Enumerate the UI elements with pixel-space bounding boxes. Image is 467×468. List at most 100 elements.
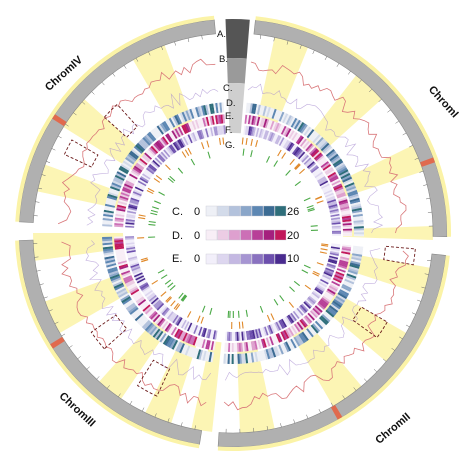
heatmap-cell — [125, 302, 136, 310]
heatmap-cell — [162, 150, 170, 159]
heatmap-cell — [251, 115, 255, 125]
legend-swatch — [217, 205, 229, 217]
heatmap-cell — [306, 314, 314, 322]
heatmap-cell — [192, 336, 198, 346]
axis-tick — [123, 65, 127, 69]
heatmap-cell — [177, 126, 184, 136]
axis-tick — [65, 123, 69, 127]
heatmap-cell — [336, 193, 346, 199]
axis-tick — [318, 409, 321, 413]
heatmap-cell — [316, 155, 325, 163]
heatmap-cell — [262, 327, 267, 337]
heatmap-cell — [245, 342, 249, 352]
heatmap-cell — [153, 127, 161, 137]
heatmap-cell — [172, 314, 179, 324]
heatmap-cell — [316, 284, 326, 291]
legend-d-label: D. — [172, 230, 183, 242]
heatmap-cell — [295, 135, 303, 144]
heatmap-cell — [332, 158, 343, 167]
highlight-wedge — [236, 340, 275, 433]
heatmap-cell — [125, 279, 135, 286]
heatmap-cell — [328, 285, 338, 292]
heatmap-cell — [329, 255, 339, 260]
heatmap-cell — [126, 215, 136, 219]
heatmap-cell — [163, 135, 171, 144]
heatmap-cell — [336, 268, 346, 273]
heatmap-cell — [311, 292, 320, 299]
heatmap-cell — [154, 142, 163, 151]
heatmap-cell — [311, 309, 319, 317]
heatmap-cell — [353, 228, 364, 231]
heatmap-cell — [353, 226, 364, 229]
heatmap-cell — [132, 167, 142, 174]
axis-tick — [35, 201, 40, 203]
heatmap-cell — [138, 280, 147, 287]
heatmap-cell — [281, 343, 288, 353]
heatmap-cell — [331, 280, 341, 287]
heatmap-cell — [353, 245, 364, 249]
heatmap-cell — [336, 192, 346, 197]
heatmap-cell — [298, 151, 306, 160]
heatmap-cell — [102, 246, 113, 250]
heatmap-cell — [126, 178, 136, 185]
heatmap-cell — [184, 135, 190, 145]
heatmap-cell — [112, 281, 123, 287]
heatmap-cell — [353, 224, 364, 227]
heatmap-cell — [233, 354, 236, 365]
g-track-mark — [266, 156, 271, 163]
heatmap-cell — [190, 133, 196, 142]
heatmap-cell — [167, 146, 174, 155]
heatmap-cell — [352, 249, 363, 253]
heatmap-cell — [278, 344, 284, 355]
heatmap-cell — [183, 136, 189, 146]
heatmap-cell — [186, 346, 192, 357]
heatmap-cell — [306, 298, 315, 306]
heatmap-cell — [323, 145, 333, 154]
g-track-mark — [301, 269, 309, 274]
heatmap-cell — [137, 180, 147, 187]
heatmap-cell — [215, 115, 219, 125]
g-track-mark — [293, 280, 301, 287]
heatmap-cell — [104, 257, 115, 262]
heatmap-cell — [213, 115, 217, 125]
heatmap-cell — [254, 351, 259, 362]
f-track-mark — [277, 149, 282, 157]
f-track-mark — [140, 257, 148, 261]
heatmap-cell — [306, 161, 315, 169]
heatmap-cell — [303, 301, 311, 309]
line-track-inner — [225, 248, 381, 381]
heatmap-cell — [331, 222, 341, 225]
heatmap-cell — [180, 319, 187, 329]
heatmap-cell — [265, 349, 271, 360]
heatmap-cell — [331, 218, 341, 222]
heatmap-cell — [137, 315, 147, 325]
heatmap-cell — [333, 298, 343, 307]
dashed-region-box — [103, 103, 138, 138]
heatmap-cell — [337, 195, 347, 201]
heatmap-cell — [269, 120, 275, 130]
heatmap-cell — [264, 326, 269, 336]
heatmap-cell — [333, 160, 344, 168]
heatmap-cell — [130, 197, 140, 202]
legend-c-max: 26 — [287, 206, 299, 218]
heatmap-cell — [126, 213, 136, 217]
heatmap-cell — [270, 133, 276, 142]
heatmap-cell — [188, 323, 194, 333]
heatmap-cell — [187, 109, 193, 120]
heatmap-cell — [249, 103, 253, 114]
heatmap-cell — [319, 280, 328, 287]
heatmap-cell — [169, 339, 177, 349]
heatmap-cell — [129, 150, 139, 159]
heatmap-cell — [334, 297, 344, 305]
heatmap-cell — [105, 261, 116, 266]
heatmap-cell — [250, 330, 254, 340]
heatmap-cell — [322, 144, 331, 153]
heatmap-cell — [348, 193, 359, 199]
heatmap-cell — [342, 228, 352, 231]
axis-tick — [306, 414, 309, 419]
heatmap-cell — [247, 341, 251, 351]
heatmap-cell — [119, 266, 129, 272]
heatmap-cell — [345, 275, 356, 281]
heatmap-cell — [313, 170, 323, 177]
heatmap-cell — [148, 165, 157, 172]
